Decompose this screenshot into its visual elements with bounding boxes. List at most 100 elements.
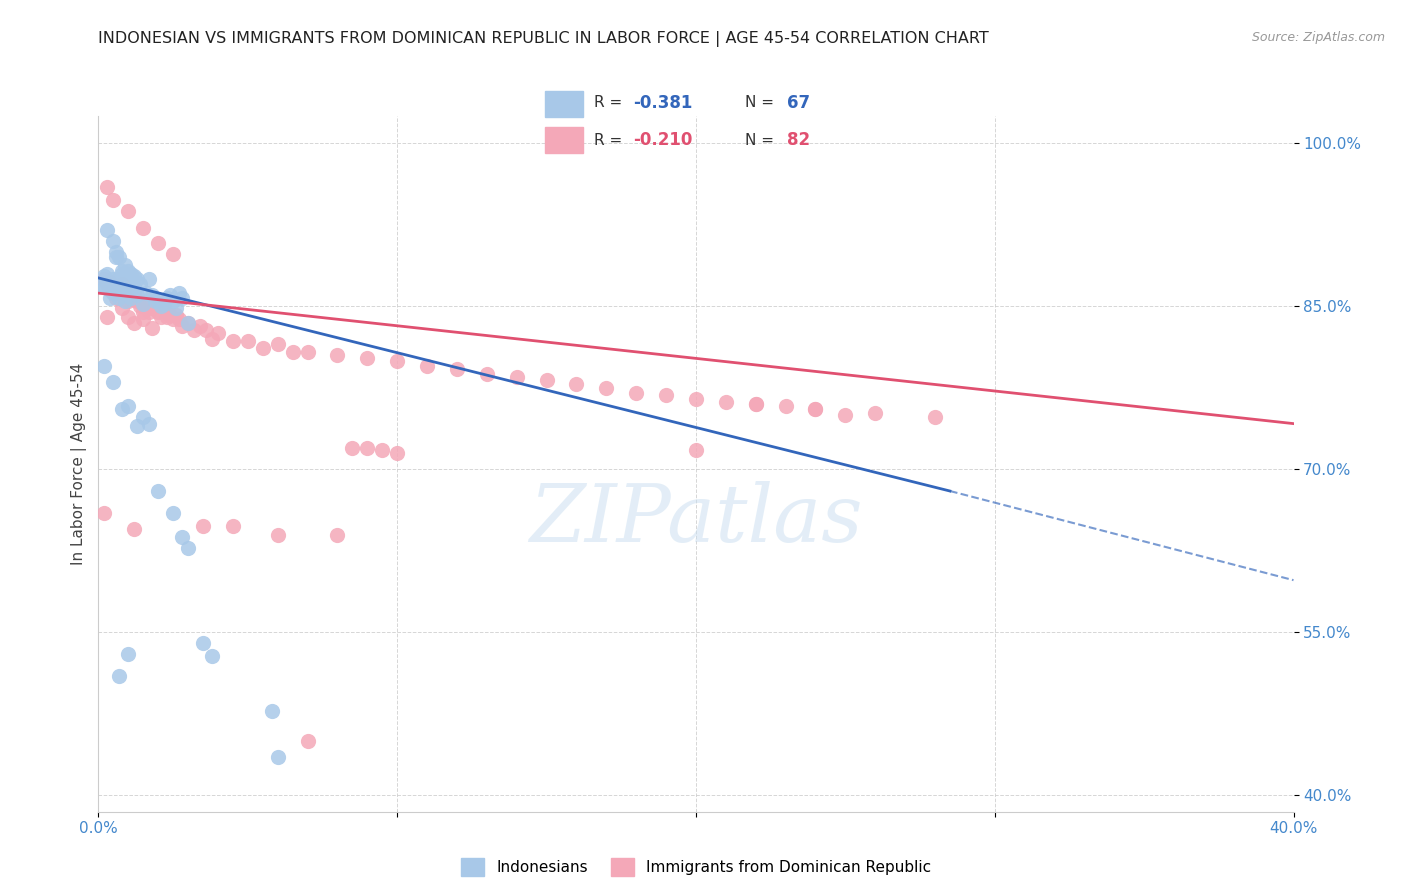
Point [124, 279, 146, 293]
Point [685, 442, 707, 457]
Point [135, 286, 157, 301]
Point [148, 304, 170, 318]
Point [207, 326, 229, 341]
Point [385, 446, 409, 460]
Point [685, 392, 707, 406]
Point [159, 308, 181, 322]
Point [135, 301, 157, 316]
Point [141, 288, 163, 302]
Point [111, 279, 134, 293]
Point [141, 301, 163, 316]
Point [260, 704, 283, 718]
Point [117, 283, 139, 297]
Point [356, 441, 378, 455]
Point [93, 268, 115, 283]
Point [141, 321, 163, 335]
Point [143, 299, 166, 313]
Point [745, 397, 768, 411]
Point [96, 223, 118, 237]
Point [150, 310, 173, 324]
Point [153, 299, 176, 313]
Text: 67: 67 [787, 94, 810, 112]
Point [127, 288, 149, 302]
Point [117, 647, 139, 661]
Point [114, 283, 136, 297]
Point [108, 250, 131, 264]
Point [865, 406, 887, 420]
Point [222, 518, 245, 533]
Point [326, 527, 349, 541]
Point [162, 312, 184, 326]
Point [162, 506, 184, 520]
Point [162, 293, 184, 308]
Point [93, 506, 115, 520]
Point [105, 244, 128, 259]
Point [138, 417, 160, 431]
Point [143, 293, 166, 308]
Text: R =: R = [593, 133, 627, 147]
Point [924, 410, 946, 425]
Point [834, 408, 856, 422]
Point [745, 397, 768, 411]
Point [124, 316, 146, 330]
Point [356, 351, 378, 366]
Point [148, 236, 170, 251]
Point [98, 275, 122, 289]
Point [714, 395, 737, 409]
Point [167, 286, 190, 301]
Point [93, 272, 115, 286]
Point [281, 344, 304, 359]
Point [96, 275, 118, 289]
Point [117, 293, 139, 308]
Point [165, 308, 187, 322]
Point [138, 272, 160, 286]
Point [655, 388, 678, 402]
Point [624, 386, 647, 401]
Point [172, 530, 194, 544]
Point [506, 369, 529, 384]
Point [111, 264, 134, 278]
Point [96, 310, 118, 324]
Text: Source: ZipAtlas.com: Source: ZipAtlas.com [1251, 31, 1385, 45]
Point [117, 310, 139, 324]
Text: -0.210: -0.210 [633, 131, 692, 149]
Point [111, 277, 134, 292]
Text: 82: 82 [787, 131, 810, 149]
Point [93, 279, 115, 293]
Point [124, 522, 146, 536]
Point [342, 441, 364, 455]
Point [103, 376, 125, 390]
Point [120, 283, 142, 297]
Point [236, 334, 259, 348]
Point [191, 636, 214, 650]
Point [127, 293, 149, 308]
Point [105, 250, 128, 264]
Point [156, 310, 179, 324]
Point [117, 277, 139, 292]
Point [111, 267, 134, 281]
Point [138, 304, 160, 318]
Bar [544, 128, 583, 153]
Point [188, 318, 211, 333]
Point [98, 291, 122, 305]
Point [385, 353, 409, 368]
Point [132, 297, 155, 311]
Point [96, 277, 118, 292]
Point [117, 288, 139, 302]
Text: ZIPatlas: ZIPatlas [529, 481, 863, 558]
Text: N =: N = [745, 133, 779, 147]
Point [124, 268, 146, 283]
Legend: Indonesians, Immigrants from Dominican Republic: Indonesians, Immigrants from Dominican R… [453, 850, 939, 884]
Text: INDONESIAN VS IMMIGRANTS FROM DOMINICAN REPUBLIC IN LABOR FORCE | AGE 45-54 CORR: INDONESIAN VS IMMIGRANTS FROM DOMINICAN … [98, 31, 990, 47]
Point [105, 279, 128, 293]
Point [114, 286, 136, 301]
Point [177, 316, 200, 330]
Point [132, 304, 155, 318]
Point [148, 293, 170, 308]
Point [446, 362, 468, 376]
Point [297, 734, 319, 748]
Point [536, 373, 558, 387]
Point [120, 291, 142, 305]
Point [252, 341, 274, 355]
Point [124, 286, 146, 301]
